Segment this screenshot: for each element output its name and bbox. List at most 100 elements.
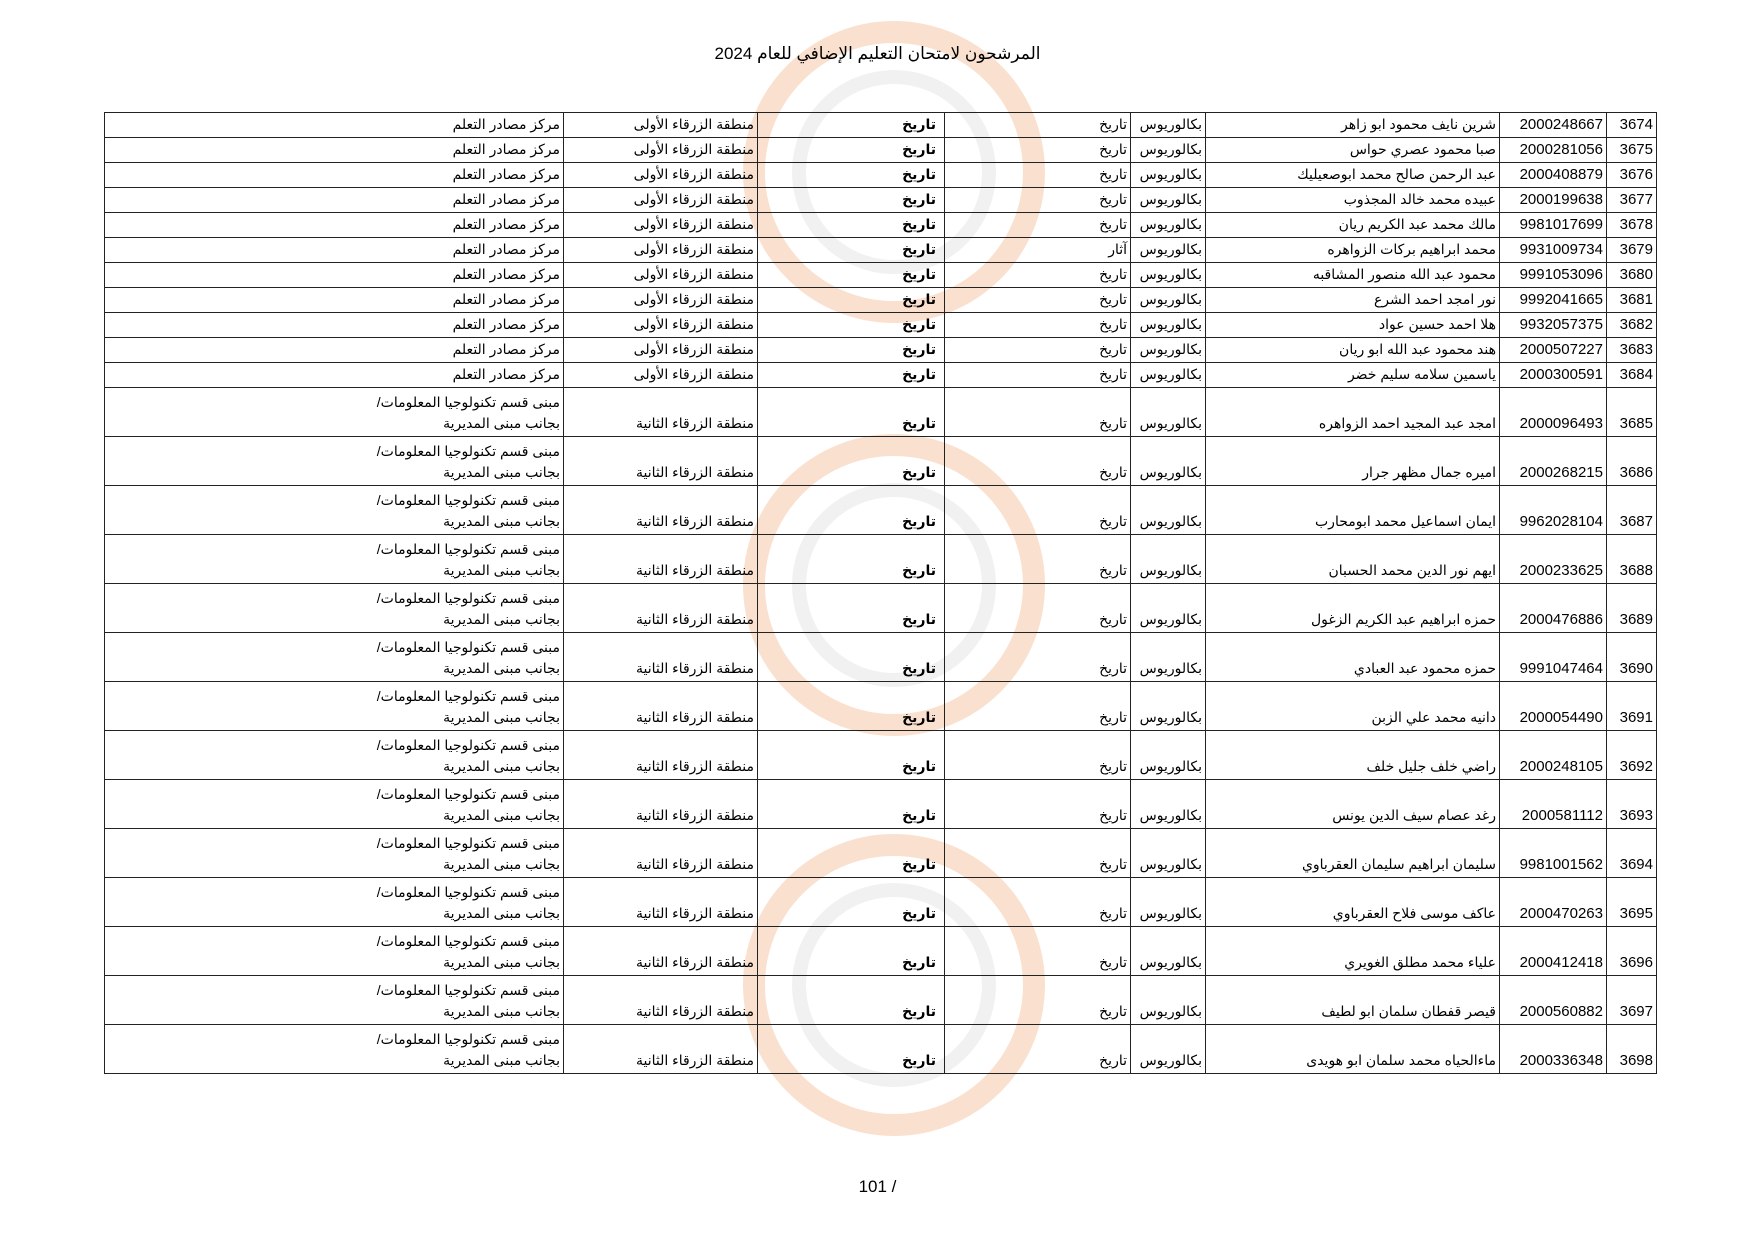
table-row: 3689 2000476886 حمزه ابراهيم عبد الكريم ال… [104, 583, 1657, 633]
major-cell: تاريخ [944, 387, 1131, 437]
row-number-cell: 3698 [1606, 1024, 1657, 1074]
page-title: المرشحون لامتحان التعليم الإضافي للعام 2… [714, 44, 1041, 63]
national-id-cell: 2000248667 [1499, 112, 1607, 138]
exam-subject-cell: تاريخ [757, 436, 945, 486]
exam-center-line: مبنى قسم تكنولوجيا المعلومات/ [376, 394, 560, 410]
exam-center-line: بجانب مبنى المديرية [443, 1052, 560, 1068]
table-row: 3679 9931009734 محمد ابراهيم بركات الزواهر… [104, 237, 1657, 263]
region-cell: منطقة الزرقاء الثانية [563, 583, 758, 633]
candidate-name-cell: هند محمود عبد الله ابو ريان [1205, 337, 1500, 363]
exam-center-line: بجانب مبنى المديرية [443, 807, 560, 823]
exam-center-line: مبنى قسم تكنولوجيا المعلومات/ [376, 982, 560, 998]
degree-cell: بكالوريوس [1130, 212, 1206, 238]
degree-cell: بكالوريوس [1130, 779, 1206, 829]
candidate-name-cell: راضي خلف جليل خلف [1205, 730, 1500, 780]
degree-cell: بكالوريوس [1130, 112, 1206, 138]
candidates-table: 3674 2000248667 شرين نايف محمود ابو زاهر بك… [104, 112, 1657, 1074]
major-cell: تاريخ [944, 187, 1131, 213]
region-cell: منطقة الزرقاء الأولى [563, 112, 758, 138]
exam-center-cell: مبنى قسم تكنولوجيا المعلومات/بجانب مبنى … [104, 534, 564, 584]
national-id-cell: 2000507227 [1499, 337, 1607, 363]
degree-cell: بكالوريوس [1130, 534, 1206, 584]
exam-center-cell: مبنى قسم تكنولوجيا المعلومات/بجانب مبنى … [104, 1024, 564, 1074]
region-cell: منطقة الزرقاء الأولى [563, 362, 758, 388]
candidate-name-cell: ماءالحياه محمد سلمان ابو هويدى [1205, 1024, 1500, 1074]
exam-center-cell: مبنى قسم تكنولوجيا المعلومات/بجانب مبنى … [104, 779, 564, 829]
degree-cell: بكالوريوس [1130, 387, 1206, 437]
candidate-name-cell: امجد عبد المجيد احمد الزواهره [1205, 387, 1500, 437]
national-id-cell: 2000054490 [1499, 681, 1607, 731]
table-row: 3681 9992041665 نور امجد احمد الشرع بكالوري… [104, 287, 1657, 313]
exam-center-cell: مبنى قسم تكنولوجيا المعلومات/بجانب مبنى … [104, 632, 564, 682]
table-row: 3683 2000507227 هند محمود عبد الله ابو ريا… [104, 337, 1657, 363]
degree-cell: بكالوريوس [1130, 485, 1206, 535]
major-cell: تاريخ [944, 632, 1131, 682]
table-row: 3675 2000281056 صبا محمود عصري حواس بكالوري… [104, 137, 1657, 163]
exam-center-line: مبنى قسم تكنولوجيا المعلومات/ [376, 1031, 560, 1047]
major-cell: تاريخ [944, 112, 1131, 138]
table-row: 3676 2000408879 عبد الرحمن صالح محمد ابوصع… [104, 162, 1657, 188]
degree-cell: بكالوريوس [1130, 926, 1206, 976]
exam-center-cell: مركز مصادر التعلم [104, 137, 564, 163]
national-id-cell: 9981001562 [1499, 828, 1607, 878]
row-number-cell: 3678 [1606, 212, 1657, 238]
exam-center-line: مبنى قسم تكنولوجيا المعلومات/ [376, 639, 560, 655]
major-cell: تاريخ [944, 534, 1131, 584]
exam-subject-cell: تاريخ [757, 1024, 945, 1074]
region-cell: منطقة الزرقاء الثانية [563, 730, 758, 780]
exam-subject-cell: تاريخ [757, 485, 945, 535]
degree-cell: بكالوريوس [1130, 237, 1206, 263]
table-row: 3698 2000336348 ماءالحياه محمد سلمان ابو ه… [104, 1024, 1657, 1074]
exam-center-line: بجانب مبنى المديرية [443, 905, 560, 921]
exam-center-line: بجانب مبنى المديرية [443, 709, 560, 725]
region-cell: منطقة الزرقاء الثانية [563, 485, 758, 535]
table-row: 3686 2000268215 اميره جمال مظهر جرار بكالور… [104, 436, 1657, 486]
major-cell: تاريخ [944, 681, 1131, 731]
major-cell: تاريخ [944, 779, 1131, 829]
row-number-cell: 3679 [1606, 237, 1657, 263]
candidate-name-cell: نور امجد احمد الشرع [1205, 287, 1500, 313]
national-id-cell: 2000096493 [1499, 387, 1607, 437]
table-row: 3677 2000199638 عبيده محمد خالد المجذوب بكا… [104, 187, 1657, 213]
exam-center-line: مبنى قسم تكنولوجيا المعلومات/ [376, 737, 560, 753]
major-cell: تاريخ [944, 975, 1131, 1025]
region-cell: منطقة الزرقاء الثانية [563, 632, 758, 682]
exam-center-cell: مبنى قسم تكنولوجيا المعلومات/بجانب مبنى … [104, 877, 564, 927]
exam-center-line: بجانب مبنى المديرية [443, 1003, 560, 1019]
exam-center-line: مبنى قسم تكنولوجيا المعلومات/ [376, 933, 560, 949]
table-row: 3682 9932057375 هلا احمد حسين عواد بكالوريو… [104, 312, 1657, 338]
row-number-cell: 3675 [1606, 137, 1657, 163]
exam-subject-cell: تاريخ [757, 337, 945, 363]
exam-subject-cell: تاريخ [757, 112, 945, 138]
row-number-cell: 3693 [1606, 779, 1657, 829]
exam-center-cell: مبنى قسم تكنولوجيا المعلومات/بجانب مبنى … [104, 387, 564, 437]
national-id-cell: 2000268215 [1499, 436, 1607, 486]
row-number-cell: 3697 [1606, 975, 1657, 1025]
exam-subject-cell: تاريخ [757, 312, 945, 338]
exam-center-line: بجانب مبنى المديرية [443, 954, 560, 970]
major-cell: تاريخ [944, 485, 1131, 535]
major-cell: تاريخ [944, 337, 1131, 363]
exam-center-line: بجانب مبنى المديرية [443, 562, 560, 578]
degree-cell: بكالوريوس [1130, 436, 1206, 486]
exam-center-line: مبنى قسم تكنولوجيا المعلومات/ [376, 443, 560, 459]
degree-cell: بكالوريوس [1130, 1024, 1206, 1074]
exam-center-cell: مبنى قسم تكنولوجيا المعلومات/بجانب مبنى … [104, 926, 564, 976]
region-cell: منطقة الزرقاء الثانية [563, 975, 758, 1025]
exam-subject-cell: تاريخ [757, 632, 945, 682]
table-row: 3694 9981001562 سليمان ابراهيم سليمان العق… [104, 828, 1657, 878]
degree-cell: بكالوريوس [1130, 877, 1206, 927]
row-number-cell: 3683 [1606, 337, 1657, 363]
candidate-name-cell: اميره جمال مظهر جرار [1205, 436, 1500, 486]
table-row: 3695 2000470263 عاكف موسى فلاح العقرباوي بك… [104, 877, 1657, 927]
exam-center-cell: مركز مصادر التعلم [104, 337, 564, 363]
exam-center-line: مركز مصادر التعلم [452, 291, 560, 307]
table-row: 3697 2000560882 قيصر قفطان سلمان ابو لطيف ب… [104, 975, 1657, 1025]
region-cell: منطقة الزرقاء الثانية [563, 877, 758, 927]
degree-cell: بكالوريوس [1130, 583, 1206, 633]
major-cell: تاريخ [944, 436, 1131, 486]
exam-center-line: مركز مصادر التعلم [452, 166, 560, 182]
region-cell: منطقة الزرقاء الثانية [563, 387, 758, 437]
exam-subject-cell: تاريخ [757, 926, 945, 976]
row-number-cell: 3694 [1606, 828, 1657, 878]
